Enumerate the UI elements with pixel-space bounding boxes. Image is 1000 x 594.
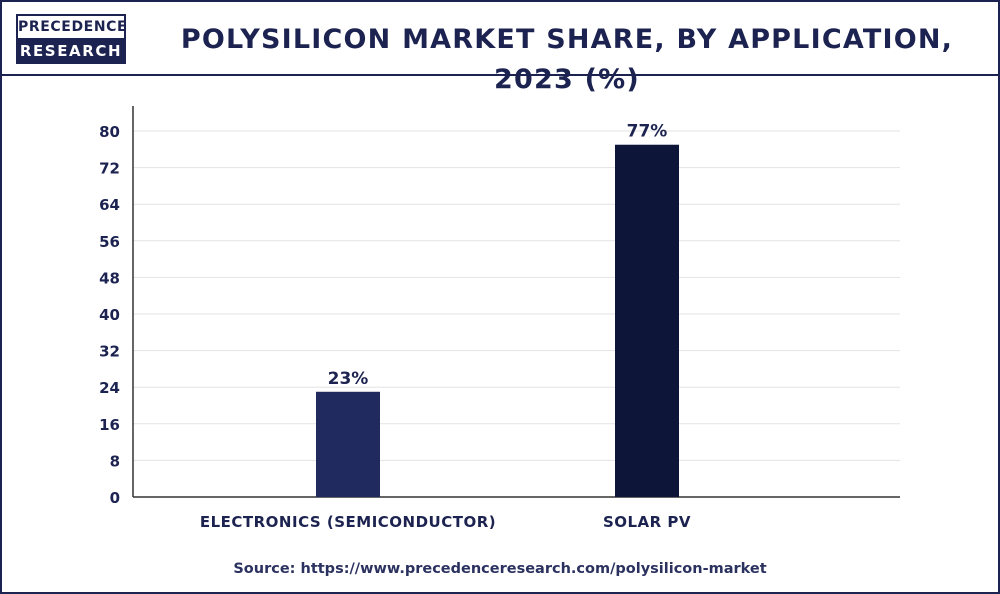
y-tick-label: 48 [99,269,120,287]
y-tick-label: 16 [99,416,120,434]
bar [316,391,380,497]
x-category-label: ELECTRONICS (SEMICONDUCTOR) [200,513,496,531]
y-tick-label: 8 [110,452,120,470]
data-label: 77% [627,122,668,142]
y-tick-label: 56 [99,233,120,251]
y-tick-label: 0 [110,489,120,507]
source-note: Source: https://www.precedenceresearch.c… [233,561,767,577]
header: PRECEDENCE RESEARCH POLYSILICON MARKET S… [2,2,998,95]
logo-top-text: PRECEDENCE [16,14,127,38]
bar [615,144,679,497]
logo-bottom-text: RESEARCH [16,38,126,64]
y-tick-label: 40 [99,306,120,324]
y-tick-label: 72 [99,160,120,178]
brand-logo: PRECEDENCE RESEARCH [16,14,127,64]
chart-title: POLYSILICON MARKET SHARE, BY APPLICATION… [180,24,954,95]
y-tick-label: 80 [99,123,120,141]
y-tick-label: 64 [99,196,120,214]
y-tick-label: 32 [99,343,120,361]
y-tick-label: 24 [99,379,120,397]
x-category-label: SOLAR PV [603,513,691,531]
data-label: 23% [328,369,369,389]
